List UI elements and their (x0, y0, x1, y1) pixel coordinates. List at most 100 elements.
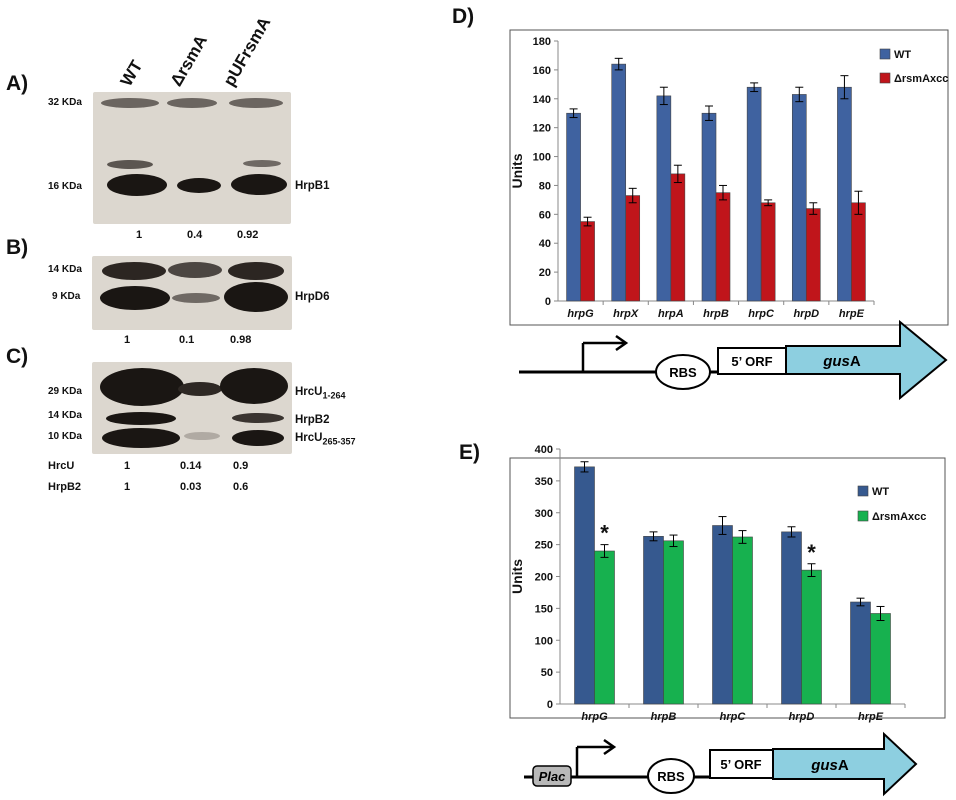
quant-a-puf: 0.92 (237, 229, 259, 241)
chart-e-significance-mark: * (600, 521, 609, 546)
chart-d-x-tick-label: hrpE (839, 308, 865, 320)
chart-d-y-tick-label: 180 (533, 36, 551, 48)
construct-d-orf-box (717, 347, 787, 375)
band-c-hrpb2-puf (232, 413, 284, 423)
band-label-hrcu-265-357: HrcU265-357 (295, 432, 356, 446)
band-c-hrcu-wt (100, 368, 184, 406)
quant-c-hrpb2-wt: 1 (124, 481, 131, 493)
construct-d-rbs-text: RBS (669, 365, 697, 380)
chart-e-legend-swatch (857, 485, 869, 497)
quant-a-rsma: 0.4 (187, 229, 203, 241)
chart-e-y-tick-label: 300 (535, 508, 553, 520)
chart-d-y-tick-label: 100 (533, 152, 551, 164)
band-a-mid-wt (107, 160, 153, 169)
chart-d-y-tick-label: 140 (533, 94, 551, 106)
marker-16kda: 16 KDa (48, 181, 82, 192)
marker-32kda: 32 KDa (48, 97, 82, 108)
quant-c-hrcu-rsma: 0.14 (180, 460, 202, 472)
chart-e-x-tick-label: hrpC (720, 711, 747, 723)
construct-e-plac-text: Plac (539, 769, 567, 784)
band-b-9-rsma (172, 293, 220, 303)
band-c-hrcu2-puf (232, 430, 284, 446)
construct-e-rbs-oval (647, 758, 695, 794)
hrcu-top-subscript: 1-264 (322, 390, 346, 401)
chart-d-legend-label: ΔrsmAxcc (894, 73, 948, 85)
construct-e-rbs-text: RBS (657, 769, 685, 784)
chart-d-legend-label: WT (894, 49, 911, 61)
band-c-hrcu2-wt (102, 428, 180, 448)
hrcu-bottom-subscript: 265-357 (322, 436, 356, 447)
chart-e-y-tick-label: 350 (535, 476, 553, 488)
quant-b-rsma: 0.1 (179, 334, 195, 346)
construct-e-orf-text: 5’ ORF (720, 757, 761, 772)
construct-d-gus-suffix: A (850, 353, 861, 370)
marker-9kda: 9 KDa (52, 291, 81, 302)
band-a-mid-puf (243, 160, 281, 167)
chart-d-y-tick-label: 0 (545, 296, 551, 308)
band-a-hrpb1-rsma (177, 178, 221, 193)
band-a-32-rsma (167, 98, 217, 108)
construct-d-rbs-oval (655, 354, 711, 390)
chart-e-x-tick-label: hrpD (789, 711, 815, 723)
construct-d-gus-arrow (785, 319, 948, 401)
construct-e-gus-text: gusA (810, 757, 849, 774)
chart-e-y-tick-label: 400 (535, 444, 553, 456)
quant-c-hrpb2-rsma: 0.03 (180, 481, 202, 493)
quant-c-hrcu-puf: 0.9 (233, 460, 249, 472)
chart-d-y-tick-label: 60 (539, 209, 551, 221)
construct-e-plac-italic: P (539, 769, 548, 784)
blot-panel-b (92, 256, 292, 330)
chart-e-y-tick-label: 200 (535, 572, 553, 584)
hrcu-bottom-label: HrcU (295, 432, 323, 444)
chart-d-x-tick-label: hrpB (703, 308, 729, 320)
quant-b-puf: 0.98 (230, 334, 252, 346)
quant-c-hrcu-label: HrcU (48, 460, 75, 472)
chart-d-y-axis-label: Units (509, 153, 525, 188)
chart-e-x-tick-label: hrpG (581, 711, 608, 723)
band-b-9-wt (100, 286, 170, 310)
chart-d-x-tick-label: hrpG (567, 308, 594, 320)
band-a-hrpb1-puf (231, 174, 287, 195)
construct-d-orf-text: 5’ ORF (731, 354, 772, 369)
band-b-14-rsma (168, 262, 222, 278)
chart-e-y-tick-label: 0 (547, 699, 553, 711)
band-b-9-puf (224, 282, 288, 312)
chart-e-y-tick-label: 100 (535, 635, 553, 647)
chart-d-x-tick-label: hrpA (658, 308, 684, 320)
panel-letter-c: C) (6, 345, 29, 368)
chart-d-legend-swatch (879, 48, 891, 60)
construct-e-gus-suffix: A (838, 757, 849, 774)
panel-letter-b: B) (6, 236, 29, 259)
construct-d-promoter-arrowhead (615, 334, 629, 352)
band-label-hrcu-1-264: HrcU1-264 (295, 386, 346, 400)
panel-letter-a: A) (6, 72, 29, 95)
construct-e-plac-box (532, 765, 572, 787)
quant-c-hrcu-wt: 1 (124, 460, 131, 472)
chart-d-legend-swatch (879, 72, 891, 84)
quant-c-hrpb2-label: HrpB2 (48, 481, 82, 493)
marker-10kda: 10 KDa (48, 431, 82, 442)
construct-e-promoter-arrowhead (603, 738, 617, 756)
band-c-hrcu-puf (220, 368, 288, 404)
construct-d-gus-text: gusA (822, 353, 861, 370)
chart-d-x-tick-label: hrpC (748, 308, 775, 320)
marker-29kda: 29 KDa (48, 386, 82, 397)
construct-e-gus-italic: gus (810, 757, 838, 774)
chart-e-legend-label: ΔrsmAxcc (872, 511, 926, 523)
chart-e-y-tick-label: 150 (535, 603, 553, 615)
band-label-hrpd6: HrpD6 (295, 291, 330, 303)
construct-e-gus-arrow (772, 731, 918, 797)
band-a-32-puf (229, 98, 283, 108)
band-c-hrcu2-rsma (184, 432, 220, 440)
chart-e-y-axis-label: Units (509, 559, 525, 594)
chart-e-x-tick-label: hrpB (651, 711, 677, 723)
band-label-hrpb1: HrpB1 (295, 180, 330, 192)
band-c-hrcu-rsma (178, 382, 222, 396)
chart-d-x-tick-label: hrpX (613, 308, 639, 320)
quant-a-wt: 1 (136, 229, 143, 241)
marker-14kda-c: 14 KDa (48, 410, 82, 421)
chart-d-y-tick-label: 80 (539, 180, 551, 192)
